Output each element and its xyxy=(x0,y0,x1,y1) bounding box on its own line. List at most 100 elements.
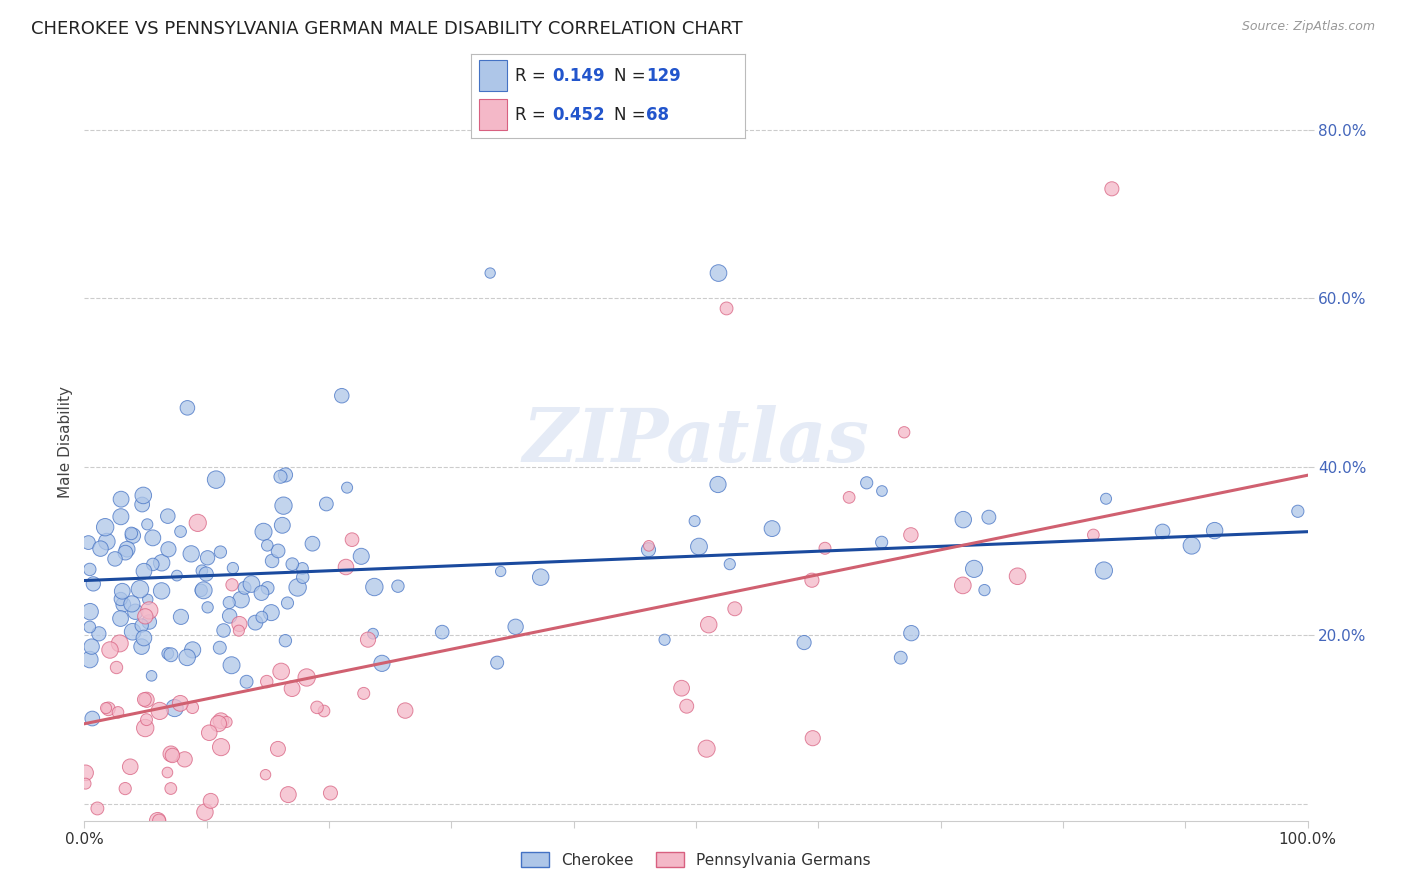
Point xyxy=(207,716,229,731)
Point xyxy=(191,564,214,578)
Text: N =: N = xyxy=(613,67,651,85)
Point xyxy=(793,635,815,649)
Point xyxy=(1101,182,1123,196)
Point xyxy=(166,568,188,582)
Point xyxy=(900,626,922,640)
Point xyxy=(675,699,697,714)
Point xyxy=(77,535,100,549)
Point xyxy=(180,547,202,561)
Point xyxy=(150,583,173,598)
Point xyxy=(160,747,183,761)
Point xyxy=(893,425,915,440)
Point xyxy=(277,788,299,802)
Point xyxy=(228,624,250,638)
Text: R =: R = xyxy=(515,67,551,85)
Text: 129: 129 xyxy=(647,67,682,85)
Point xyxy=(157,542,180,557)
Point xyxy=(363,580,385,594)
Point xyxy=(250,610,273,624)
Point xyxy=(114,546,136,560)
Point xyxy=(952,513,974,527)
Point xyxy=(1095,491,1118,506)
Point xyxy=(79,620,101,634)
Point xyxy=(162,748,184,763)
Point xyxy=(79,652,101,666)
Point xyxy=(110,611,132,625)
Point xyxy=(270,665,292,679)
Bar xyxy=(479,99,506,130)
Point xyxy=(134,609,156,624)
Point xyxy=(977,510,1000,524)
Point xyxy=(697,617,720,632)
Point xyxy=(79,605,101,619)
Point xyxy=(486,656,509,670)
Point xyxy=(86,801,108,815)
Point xyxy=(973,583,995,598)
Point xyxy=(187,516,209,530)
Point xyxy=(132,631,155,645)
Point xyxy=(108,636,131,650)
Point xyxy=(305,700,328,714)
Point xyxy=(1181,539,1204,553)
Point xyxy=(112,598,135,612)
Point xyxy=(254,767,277,781)
Point xyxy=(134,692,156,706)
Point xyxy=(800,573,823,587)
Point xyxy=(176,650,198,665)
Point xyxy=(98,643,121,657)
Point xyxy=(80,640,103,654)
Point xyxy=(952,578,974,592)
Point xyxy=(121,624,143,639)
Point xyxy=(142,531,165,545)
Point xyxy=(637,542,659,557)
Point xyxy=(131,618,153,632)
Point xyxy=(229,592,252,607)
Point xyxy=(156,647,179,661)
Point xyxy=(353,686,375,700)
Point xyxy=(270,469,292,483)
Point xyxy=(122,528,145,542)
Point xyxy=(245,615,267,630)
Point xyxy=(132,488,155,502)
Point xyxy=(335,560,357,574)
Point xyxy=(198,725,221,739)
Point xyxy=(838,491,860,505)
Point xyxy=(256,674,278,689)
Point xyxy=(194,805,217,819)
Point xyxy=(135,713,157,727)
Point xyxy=(200,794,222,808)
Point xyxy=(176,401,198,415)
Point xyxy=(287,581,309,595)
Text: CHEROKEE VS PENNSYLVANIA GERMAN MALE DISABILITY CORRELATION CHART: CHEROKEE VS PENNSYLVANIA GERMAN MALE DIS… xyxy=(31,20,742,37)
Point xyxy=(267,544,290,558)
Point xyxy=(131,640,153,654)
Point xyxy=(208,640,231,655)
Point xyxy=(205,473,228,487)
Point xyxy=(233,581,256,595)
Point xyxy=(671,681,693,696)
Point xyxy=(250,586,273,600)
Point xyxy=(104,552,127,566)
Point xyxy=(350,549,373,564)
Point xyxy=(89,541,111,556)
Point xyxy=(218,596,240,610)
Point xyxy=(181,700,204,714)
Point xyxy=(870,535,893,549)
Text: N =: N = xyxy=(613,105,651,123)
Point xyxy=(193,583,215,598)
Point xyxy=(240,577,263,591)
Point xyxy=(156,765,179,780)
Point xyxy=(110,492,132,507)
Point xyxy=(160,648,183,662)
Point xyxy=(150,556,173,570)
Point xyxy=(724,601,747,615)
Point xyxy=(146,814,169,828)
Point xyxy=(319,786,342,800)
Point xyxy=(148,814,170,828)
Point xyxy=(394,704,416,718)
Point xyxy=(252,524,274,539)
Point xyxy=(138,603,160,617)
Point xyxy=(1286,504,1309,518)
Point xyxy=(221,658,243,673)
Point xyxy=(256,581,278,595)
